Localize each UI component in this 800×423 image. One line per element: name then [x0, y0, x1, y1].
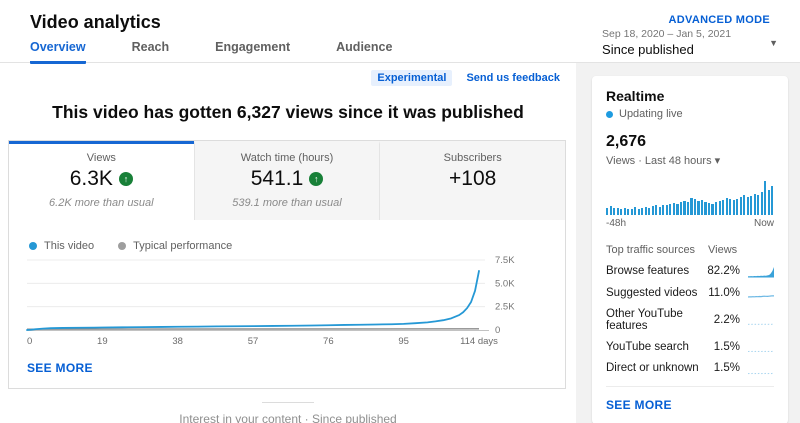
svg-text:38: 38 [172, 336, 183, 347]
views-line-chart[interactable]: 0 2.5K 5.0K 7.5K 0 19 38 57 76 95 114 days [9, 254, 565, 353]
caption-divider [262, 402, 314, 403]
svg-text:0: 0 [495, 325, 500, 336]
date-range-text: Sep 18, 2020 – Jan 5, 2021 [602, 28, 732, 40]
metric-label: Watch time (hours) [240, 152, 334, 164]
send-feedback-link[interactable]: Send us feedback [466, 72, 560, 84]
sparkline-chart [748, 350, 774, 353]
metric-label: Subscribers [443, 152, 502, 164]
date-range-selector[interactable]: Sep 18, 2020 – Jan 5, 2021 Since publish… [602, 28, 778, 57]
top-bar: Video analytics ADVANCED MODE [0, 0, 800, 40]
trend-up-icon: ↑ [118, 172, 133, 186]
chevron-down-icon: ▼ [769, 37, 778, 48]
svg-text:76: 76 [323, 336, 334, 347]
traffic-row-other-youtube-features[interactable]: Other YouTube features 2.2% [606, 308, 774, 332]
realtime-card: Realtime Updating live 2,676 Views · Las… [592, 76, 788, 423]
legend-dot [118, 242, 127, 250]
svg-text:57: 57 [248, 336, 259, 347]
traffic-row-direct-or-unknown[interactable]: Direct or unknown 1.5% [606, 362, 774, 375]
metric-tabs: Views 6.3K ↑ 6.2K more than usual Watch t… [9, 141, 566, 220]
traffic-sources-header: Top traffic sources [606, 244, 696, 256]
svg-text:19: 19 [97, 336, 108, 347]
divider [606, 385, 774, 387]
tab-bar: Overview Reach Engagement Audience Sep 1… [0, 28, 800, 64]
main-panel: Experimental Send us feedback This video… [0, 63, 576, 423]
see-more-link[interactable]: SEE MORE [27, 361, 93, 375]
metric-tab-watch-time[interactable]: Watch time (hours) 541.1 ↑ 539.1 more tha… [193, 141, 380, 220]
sparkline-chart [748, 295, 774, 298]
realtime-count: 2,676 [606, 133, 647, 150]
realtime-bar-chart[interactable] [606, 179, 774, 215]
metric-tab-views[interactable]: Views 6.3K ↑ 6.2K more than usual [9, 141, 194, 220]
svg-text:0: 0 [27, 336, 32, 347]
metric-value: 6.3K [69, 167, 113, 190]
legend-this-video: This video [29, 240, 94, 252]
sparkline-chart [748, 372, 774, 374]
metric-delta [380, 197, 565, 210]
trend-up-icon: ↑ [309, 172, 324, 186]
experimental-badge: Experimental [371, 70, 453, 86]
sparkline-chart [748, 323, 774, 325]
svg-text:114 days: 114 days [460, 336, 498, 347]
legend-typical-performance: Typical performance [118, 240, 232, 252]
traffic-row-browse-features[interactable]: Browse features 82.2% [606, 265, 774, 278]
realtime-title: Realtime [606, 88, 665, 104]
advanced-mode-button[interactable]: ADVANCED MODE [668, 14, 770, 26]
page-title: Video analytics [30, 12, 161, 32]
date-range-label: Since published [602, 42, 694, 57]
metric-delta: 539.1 more than usual [232, 197, 342, 209]
svg-text:5.0K: 5.0K [495, 278, 515, 289]
sparkline-chart [748, 266, 774, 277]
headline: This video has gotten 6,327 views since … [52, 102, 524, 122]
metric-delta: 6.2K more than usual [49, 197, 154, 209]
svg-text:7.5K: 7.5K [495, 256, 515, 266]
tab-audience[interactable]: Audience [336, 40, 393, 54]
metric-label: Views [86, 152, 116, 164]
overview-card: Views 6.3K ↑ 6.2K more than usual Watch t… [8, 140, 566, 389]
legend-dot [29, 242, 37, 250]
live-dot-icon [606, 110, 613, 118]
metric-tab-subscribers[interactable]: Subscribers +108 [379, 141, 566, 220]
metric-value: +108 [449, 167, 497, 190]
tab-overview[interactable]: Overview [30, 40, 86, 64]
traffic-row-youtube-search[interactable]: YouTube search 1.5% [606, 340, 774, 353]
chart-caption: Interest in your content · Since publish… [179, 412, 397, 423]
axis-label-left: -48h [606, 218, 627, 229]
tab-engagement[interactable]: Engagement [215, 40, 291, 54]
legend-label: This video [44, 240, 95, 252]
legend-label: Typical performance [133, 240, 233, 252]
svg-text:95: 95 [398, 336, 409, 347]
realtime-see-more-link[interactable]: SEE MORE [606, 397, 672, 412]
updating-live-label: Updating live [619, 108, 683, 120]
tab-reach[interactable]: Reach [131, 40, 170, 54]
axis-label-right: Now [753, 218, 774, 229]
line-chart-svg: 0 2.5K 5.0K 7.5K 0 19 38 57 76 95 114 days [26, 255, 515, 347]
views-column-header: Views [708, 244, 738, 256]
traffic-row-suggested-videos[interactable]: Suggested videos 11.0% [606, 286, 774, 299]
metric-value: 541.1 [250, 167, 304, 190]
realtime-subtitle[interactable]: Views · Last 48 hours ▾ [606, 155, 721, 167]
realtime-sidebar: Realtime Updating live 2,676 Views · Las… [576, 63, 800, 423]
svg-text:2.5K: 2.5K [495, 302, 515, 313]
chart-legend: This video Typical performance [29, 240, 565, 252]
